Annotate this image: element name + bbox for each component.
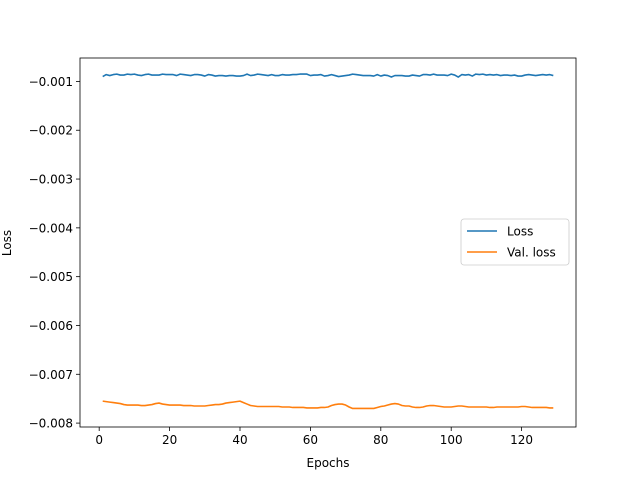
x-tick-label: 40 [232,433,247,447]
y-tick-label: −0.008 [29,417,73,431]
y-axis-label: Loss [0,230,14,256]
x-tick-label: 120 [510,433,533,447]
x-tick-label: 20 [162,433,177,447]
y-tick-label: −0.001 [29,75,73,89]
plot-area [102,73,554,410]
y-tick-label: −0.005 [29,270,73,284]
x-axis-label: Epochs [307,456,350,470]
y-tick-label: −0.003 [29,173,73,187]
x-tick-label: 80 [373,433,388,447]
y-tick-label: −0.006 [29,319,73,333]
x-tick-label: 0 [95,433,103,447]
series-line-val-loss [102,400,554,410]
axes-frame [79,57,577,428]
y-tick-label: −0.004 [29,221,73,235]
y-tick-label: −0.007 [29,368,73,382]
legend-label-loss: Loss [507,225,533,239]
x-tick-label: 60 [303,433,318,447]
x-tick-label: 100 [440,433,463,447]
series-line-loss [102,73,554,78]
x-axis: 0 20 40 60 80 100 120 [95,427,533,447]
legend-label-val-loss: Val. loss [507,246,556,260]
y-axis: −0.001 −0.002 −0.003 −0.004 −0.005 −0.006 −0.0… [29,75,80,431]
y-tick-label: −0.002 [29,124,73,138]
legend: Loss Val. loss [460,218,570,266]
